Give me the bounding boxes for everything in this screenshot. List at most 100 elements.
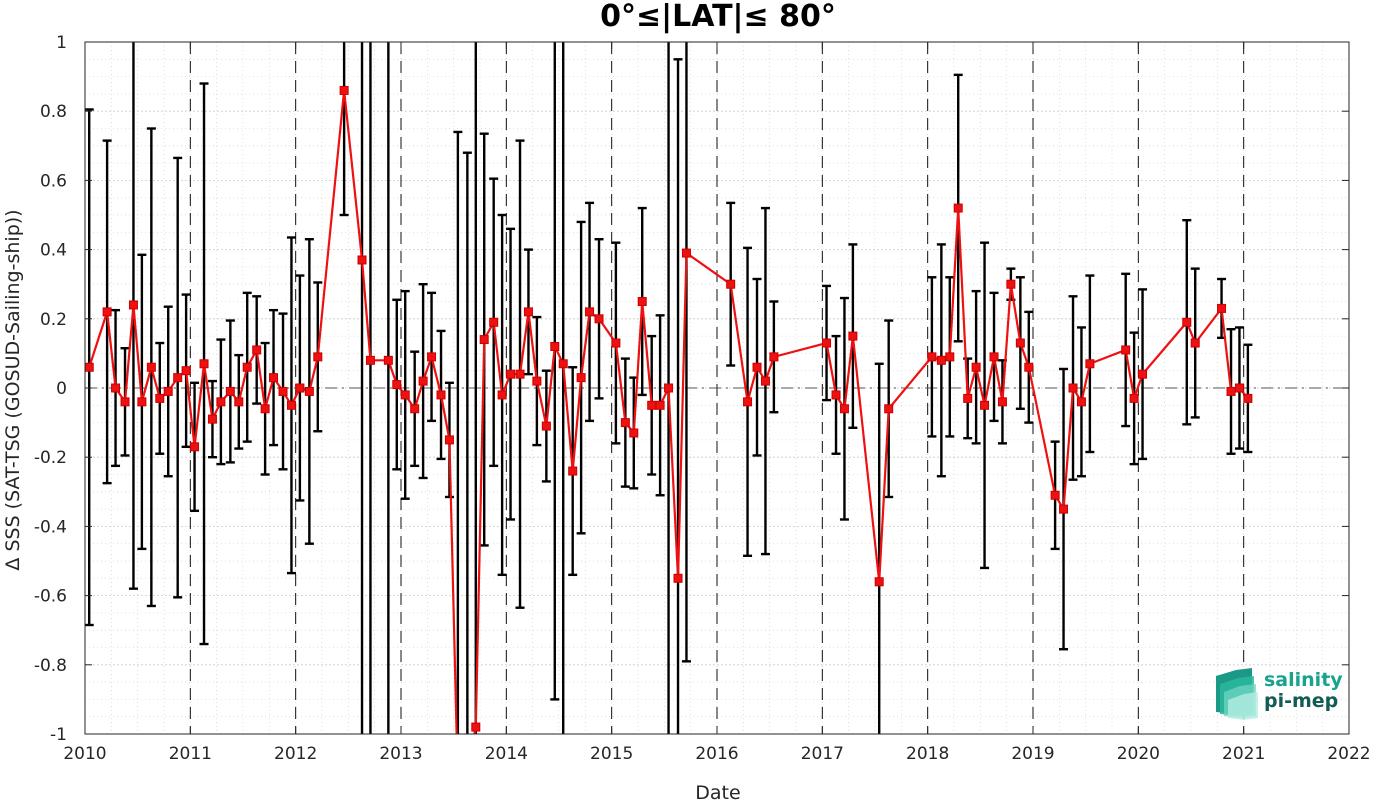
logo-text-line2: pi-mep <box>1264 690 1338 712</box>
data-point <box>611 338 621 348</box>
wave-icon <box>1216 668 1258 720</box>
data-point <box>1243 393 1253 403</box>
data-point <box>971 362 981 372</box>
data-point <box>541 421 551 431</box>
data-point <box>594 314 604 324</box>
data-point <box>1226 386 1236 396</box>
data-point <box>427 352 437 362</box>
data-point <box>506 369 516 379</box>
data-point <box>1050 490 1060 500</box>
y-tick-label: 0.2 <box>40 310 67 330</box>
data-point <box>286 400 296 410</box>
x-tick-label: 2019 <box>1011 744 1054 764</box>
data-point <box>190 442 200 452</box>
data-point <box>647 400 657 410</box>
data-point <box>400 390 410 400</box>
data-point <box>936 355 946 365</box>
data-point <box>576 373 586 383</box>
data-point <box>997 397 1007 407</box>
x-tick-label: 2013 <box>379 744 422 764</box>
data-point <box>137 397 147 407</box>
data-point <box>743 397 753 407</box>
data-point <box>383 355 393 365</box>
data-point <box>629 428 639 438</box>
data-point <box>620 418 630 428</box>
data-markers <box>84 85 1253 732</box>
y-tick-label: 0.4 <box>40 241 67 261</box>
data-point <box>884 404 894 414</box>
data-point <box>989 352 999 362</box>
data-point <box>769 352 779 362</box>
x-tick-label: 2012 <box>274 744 317 764</box>
data-point <box>181 366 191 376</box>
data-point <box>839 404 849 414</box>
data-point <box>216 397 226 407</box>
data-point <box>532 376 542 386</box>
data-point <box>278 386 288 396</box>
data-point <box>655 400 665 410</box>
data-point <box>558 359 568 369</box>
data-point <box>84 362 94 372</box>
data-point <box>436 390 446 400</box>
data-point <box>392 380 402 390</box>
data-point <box>568 466 578 476</box>
data-point <box>523 307 533 317</box>
data-point <box>963 393 973 403</box>
data-point <box>102 307 112 317</box>
data-point <box>822 338 832 348</box>
data-point <box>585 307 595 317</box>
y-tick-label: -0.2 <box>34 448 67 468</box>
data-point <box>295 383 305 393</box>
data-point <box>163 386 173 396</box>
data-point <box>234 397 244 407</box>
data-point <box>1085 359 1095 369</box>
data-point <box>365 355 375 365</box>
data-point <box>313 352 323 362</box>
data-point <box>128 300 138 310</box>
data-point <box>497 390 507 400</box>
data-point <box>760 376 770 386</box>
data-point <box>1015 338 1025 348</box>
chart-title: 0°≤|LAT|≤ 80° <box>600 0 836 34</box>
data-point <box>1217 303 1227 313</box>
data-point <box>111 383 121 393</box>
data-point <box>146 362 156 372</box>
data-point <box>681 248 691 258</box>
x-tick-label: 2020 <box>1117 744 1160 764</box>
data-point <box>471 722 481 732</box>
data-point <box>980 400 990 410</box>
data-point <box>339 85 349 95</box>
data-point <box>225 386 235 396</box>
data-point <box>489 317 499 327</box>
data-point <box>1024 362 1034 372</box>
data-point <box>831 390 841 400</box>
x-tick-label: 2011 <box>169 744 212 764</box>
x-tick-label: 2017 <box>801 744 844 764</box>
data-point <box>1059 504 1069 514</box>
y-tick-label: 0.6 <box>40 171 67 191</box>
data-point <box>242 362 252 372</box>
data-point <box>927 352 937 362</box>
data-point <box>1006 279 1016 289</box>
data-point <box>199 359 209 369</box>
data-point <box>637 297 647 306</box>
data-point <box>673 573 683 583</box>
salinity-pi-mep-logo: salinity pi-mep <box>1216 668 1343 720</box>
x-tick-label: 2014 <box>485 744 528 764</box>
x-tick-label: 2016 <box>695 744 738 764</box>
y-tick-label: 1 <box>56 33 67 53</box>
data-point <box>357 255 367 265</box>
data-point <box>1068 383 1078 393</box>
data-point <box>1076 397 1086 407</box>
y-tick-label: -1 <box>50 725 67 745</box>
data-point <box>269 373 279 383</box>
data-point <box>726 279 736 289</box>
data-point <box>1190 338 1200 348</box>
data-point <box>515 369 525 379</box>
data-point <box>173 373 183 383</box>
x-tick-label: 2022 <box>1327 744 1370 764</box>
x-tick-label: 2015 <box>590 744 633 764</box>
x-tick-label: 2010 <box>63 744 106 764</box>
data-point <box>155 393 165 403</box>
y-axis-ticks: -1 -0.8 -0.6 -0.4 -0.2 0 0.2 0.4 0.6 0.8 1 <box>34 33 1349 745</box>
